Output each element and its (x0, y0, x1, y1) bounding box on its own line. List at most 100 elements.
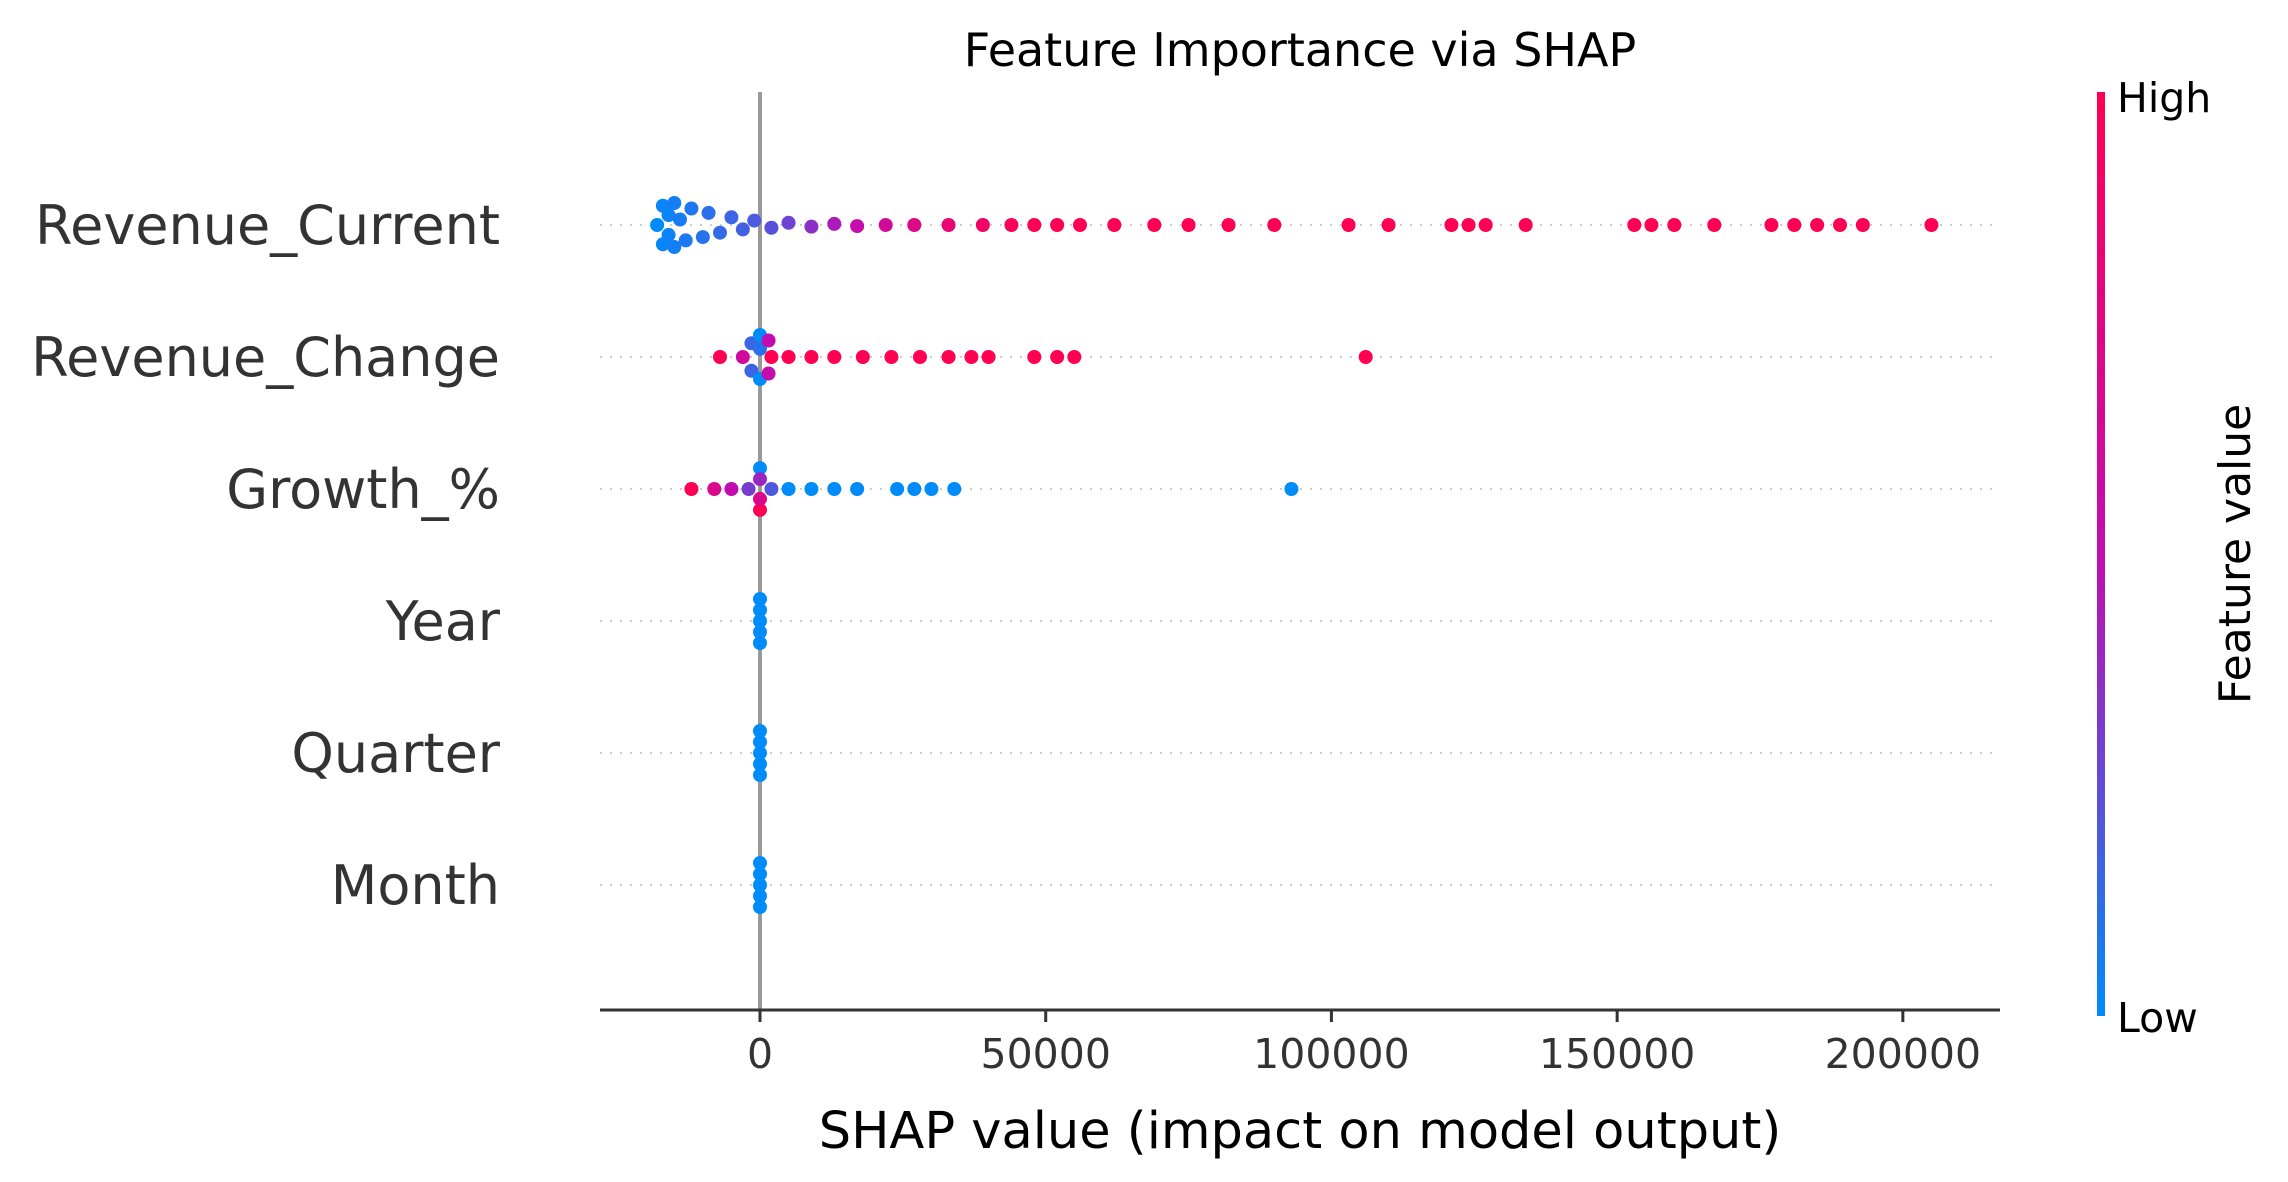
shap-point (753, 757, 767, 771)
row-guides (600, 224, 2000, 886)
shap-point (1627, 218, 1642, 232)
shap-point (884, 350, 899, 364)
x-axis-label: SHAP value (impact on model output) (819, 1102, 1782, 1161)
shap-point (764, 220, 779, 235)
shap-point (1707, 218, 1722, 232)
x-tick-label: 150000 (1539, 1030, 1696, 1078)
shap-point (753, 856, 767, 870)
shap-point (713, 225, 727, 240)
shap-point (913, 350, 927, 364)
shap-point (827, 482, 842, 496)
shap-point (764, 350, 779, 364)
feature-label: Growth_% (226, 458, 500, 521)
shap-point (1221, 218, 1236, 232)
shap-point (650, 218, 665, 232)
shap-point (753, 614, 767, 628)
shap-point (753, 603, 767, 617)
shap-point (804, 219, 819, 234)
shap-point (827, 350, 842, 364)
shap-point (724, 210, 739, 225)
shap-point (781, 215, 796, 230)
shap-point (713, 350, 727, 364)
colorbar-label: Feature value (2210, 404, 2261, 704)
x-tick-label: 100000 (1253, 1030, 1410, 1078)
shap-point (1478, 218, 1493, 232)
chart-title: Feature Importance via SHAP (964, 23, 1636, 77)
shap-point (1284, 482, 1299, 496)
shap-point (1341, 218, 1356, 232)
shap-point (1050, 218, 1065, 232)
shap-point (947, 482, 962, 496)
shap-point (941, 218, 956, 232)
shap-point (753, 502, 767, 517)
shap-point (753, 636, 767, 650)
shap-point (735, 350, 750, 364)
shap-point (753, 878, 767, 892)
x-tick-label: 50000 (980, 1030, 1110, 1078)
shap-point (1461, 218, 1476, 232)
shap-point (707, 482, 722, 496)
shap-point (1107, 218, 1122, 232)
shap-point (753, 472, 767, 487)
shap-point (855, 350, 870, 364)
shap-point (1067, 350, 1082, 364)
shap-point (753, 625, 767, 639)
shap-point (695, 230, 710, 245)
shap-point (1073, 218, 1087, 232)
shap-point (1787, 218, 1802, 232)
shap-point (764, 482, 779, 496)
shap-point (964, 350, 979, 364)
shap-point (924, 482, 939, 496)
shap-point (735, 222, 750, 237)
shap-point (804, 350, 819, 364)
shap-point (1855, 218, 1870, 232)
shap-point (890, 482, 905, 496)
shap-point (753, 592, 767, 606)
shap-point (1810, 218, 1825, 232)
shap-point (753, 867, 767, 881)
shap-point (753, 461, 767, 476)
shap-point (1381, 218, 1396, 232)
colorbar-high-label: High (2117, 74, 2211, 122)
shap-point (907, 218, 922, 232)
shap-point (667, 240, 682, 254)
shap-points (650, 196, 1939, 914)
shap-point (1667, 218, 1682, 232)
feature-label: Month (331, 854, 500, 917)
shap-point (753, 768, 767, 782)
shap-point (753, 735, 767, 749)
shap-point (753, 746, 767, 760)
shap-point (1358, 350, 1373, 364)
colorbar (2097, 92, 2105, 1016)
shap-point (753, 889, 767, 903)
feature-label: Year (385, 590, 501, 653)
shap-point (1181, 218, 1196, 232)
shap-point (1004, 218, 1019, 232)
shap-point (1147, 218, 1162, 232)
shap-point (1027, 350, 1042, 364)
colorbar-low-label: Low (2117, 994, 2198, 1042)
shap-point (661, 227, 676, 242)
shap-point (678, 233, 693, 248)
shap-point (1518, 218, 1533, 232)
shap-point (747, 213, 762, 228)
shap-point (701, 205, 716, 220)
shap-point (753, 724, 767, 738)
shap-point (781, 482, 796, 496)
shap-point (667, 196, 682, 210)
shap-point (1267, 218, 1282, 232)
shap-point (661, 208, 676, 223)
shap-point (684, 482, 699, 496)
shap-point (673, 212, 687, 227)
shap-point (878, 218, 893, 232)
shap-point (907, 482, 922, 496)
shap-point (1027, 218, 1042, 232)
x-axis-ticks: 0 50000 100000 150000 200000 (747, 1010, 1981, 1078)
shap-point (981, 350, 996, 364)
shap-point (781, 350, 796, 364)
shap-point (975, 218, 990, 232)
shap-point (941, 350, 956, 364)
shap-point (850, 482, 865, 496)
